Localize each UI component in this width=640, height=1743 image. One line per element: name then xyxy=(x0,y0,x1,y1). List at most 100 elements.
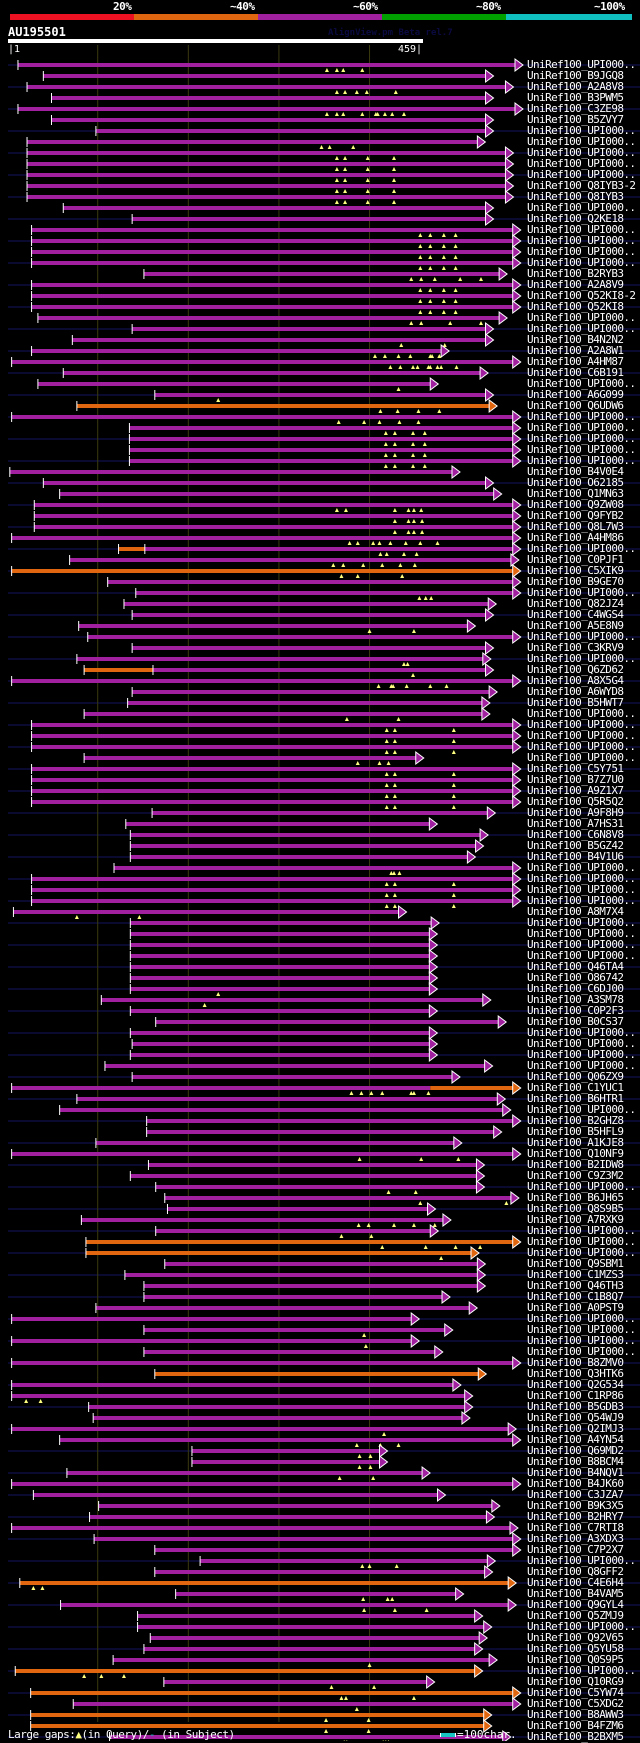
hit-label[interactable]: UniRef100_UPI000.. xyxy=(527,1334,636,1347)
hit-label[interactable]: UniRef100_UPI000.. xyxy=(527,311,636,324)
hit-label[interactable]: UniRef100_Q1MN63 xyxy=(527,487,624,500)
hit-label[interactable]: UniRef100_Q82JZ4 xyxy=(527,597,624,610)
hit-label[interactable]: UniRef100_A2A8V8 xyxy=(527,80,624,93)
hit-label[interactable]: UniRef100_C1RP86 xyxy=(527,1389,624,1402)
hit-label[interactable]: UniRef100_Q06ZX9 xyxy=(527,1070,624,1083)
hit-label[interactable]: UniRef100_A2A8W1 xyxy=(527,344,624,357)
hit-label[interactable]: UniRef100_C7P2X7 xyxy=(527,1543,624,1556)
hit-label[interactable]: UniRef100_B8ZMV0 xyxy=(527,1356,624,1369)
hit-label[interactable]: UniRef100_UPI000.. xyxy=(527,201,636,214)
hit-label[interactable]: UniRef100_Q8S9B5 xyxy=(527,1202,624,1215)
hit-label[interactable]: UniRef100_UPI000.. xyxy=(527,861,636,874)
hit-label[interactable]: UniRef100_UPI000.. xyxy=(527,1664,636,1677)
hit-label[interactable]: UniRef100_B2BXM5 xyxy=(527,1730,624,1743)
hit-label[interactable]: UniRef100_UPI000.. xyxy=(527,1048,636,1061)
hit-label[interactable]: UniRef100_C5XDG2 xyxy=(527,1697,624,1710)
hit-label[interactable]: UniRef100_UPI000.. xyxy=(527,421,636,434)
hit-label[interactable]: UniRef100_UPI000.. xyxy=(527,1059,636,1072)
hit-label[interactable]: UniRef100_UPI000.. xyxy=(527,652,636,665)
hit-label[interactable]: UniRef100_UPI000.. xyxy=(527,454,636,467)
hit-label[interactable]: UniRef100_UPI000.. xyxy=(527,410,636,423)
hit-label[interactable]: UniRef100_B5ZVY7 xyxy=(527,113,624,126)
hit-label[interactable]: UniRef100_Q9ZW08 xyxy=(527,498,624,511)
hit-label[interactable]: UniRef100_C5Y751 xyxy=(527,762,624,775)
hit-label[interactable]: UniRef100_C3JZA7 xyxy=(527,1488,624,1501)
hit-label[interactable]: UniRef100_B4V1U6 xyxy=(527,850,624,863)
hit-label[interactable]: UniRef100_UPI000.. xyxy=(527,883,636,896)
hit-label[interactable]: UniRef100_Q9GYL4 xyxy=(527,1598,624,1611)
hit-label[interactable]: UniRef100_Q5YU58 xyxy=(527,1642,624,1655)
hit-label[interactable]: UniRef100_UPI000.. xyxy=(527,894,636,907)
hit-label[interactable]: UniRef100_Q9SBM1 xyxy=(527,1257,624,1270)
hit-label[interactable]: UniRef100_Q3HTK6 xyxy=(527,1367,624,1380)
hit-label[interactable]: UniRef100_A9Z1X7 xyxy=(527,784,624,797)
hit-label[interactable]: UniRef100_B2GHZ8 xyxy=(527,1114,624,1127)
hit-label[interactable]: UniRef100_UPI000.. xyxy=(527,234,636,247)
hit-label[interactable]: UniRef100_B7Z7U0 xyxy=(527,773,624,786)
hit-label[interactable]: UniRef100_UPI000.. xyxy=(527,58,636,71)
hit-label[interactable]: UniRef100_B4JK60 xyxy=(527,1477,624,1490)
hit-label[interactable]: UniRef100_UPI000.. xyxy=(527,443,636,456)
hit-label[interactable]: UniRef100_B4VAM5 xyxy=(527,1587,624,1600)
hit-label[interactable]: UniRef100_Q9FYB2 xyxy=(527,509,624,522)
hit-label[interactable]: UniRef100_Q10RG9 xyxy=(527,1675,624,1688)
hit-label[interactable]: UniRef100_UPI000.. xyxy=(527,432,636,445)
hit-label[interactable]: UniRef100_Q8GFF2 xyxy=(527,1565,624,1578)
hit-label[interactable]: UniRef100_UPI000.. xyxy=(527,916,636,929)
hit-label[interactable]: UniRef100_A8X5G4 xyxy=(527,674,624,687)
hit-label[interactable]: UniRef100_UPI000.. xyxy=(527,1246,636,1259)
hit-label[interactable]: UniRef100_UPI000.. xyxy=(527,927,636,940)
hit-label[interactable]: UniRef100_B2HRY7 xyxy=(527,1510,624,1523)
hit-label[interactable]: UniRef100_UPI000.. xyxy=(527,1103,636,1116)
hit-label[interactable]: UniRef100_UPI000.. xyxy=(527,135,636,148)
hit-label[interactable]: UniRef100_Q54WJ9 xyxy=(527,1411,624,1424)
hit-label[interactable]: UniRef100_B5GZ42 xyxy=(527,839,624,852)
hit-label[interactable]: UniRef100_UPI000.. xyxy=(527,938,636,951)
hit-label[interactable]: UniRef100_UPI000.. xyxy=(527,751,636,764)
hit-label[interactable]: UniRef100_A4HM87 xyxy=(527,355,624,368)
hit-label[interactable]: UniRef100_C5XIK9 xyxy=(527,564,624,577)
hit-label[interactable]: UniRef100_UPI000.. xyxy=(527,1180,636,1193)
hit-label[interactable]: UniRef100_A6WYD8 xyxy=(527,685,624,698)
hit-label[interactable]: UniRef100_C5YW74 xyxy=(527,1686,624,1699)
hit-label[interactable]: UniRef100_Q2KE18 xyxy=(527,212,624,225)
hit-label[interactable]: UniRef100_B5HWT7 xyxy=(527,696,624,709)
hit-label[interactable]: UniRef100_B6JH65 xyxy=(527,1191,624,1204)
hit-label[interactable]: UniRef100_Q46TA4 xyxy=(527,960,624,973)
hit-label[interactable]: UniRef100_A2A8V9 xyxy=(527,278,624,291)
hit-label[interactable]: UniRef100_A5E8N9 xyxy=(527,619,624,632)
hit-label[interactable]: UniRef100_UPI000.. xyxy=(527,256,636,269)
hit-label[interactable]: UniRef100_UPI000.. xyxy=(527,586,636,599)
hit-label[interactable]: UniRef100_C7RTI8 xyxy=(527,1521,624,1534)
hit-label[interactable]: UniRef100_A3XDX3 xyxy=(527,1532,624,1545)
hit-label[interactable]: UniRef100_UPI000.. xyxy=(527,542,636,555)
hit-label[interactable]: UniRef100_Q5ZMJ9 xyxy=(527,1609,624,1622)
hit-label[interactable]: UniRef100_B4N2N2 xyxy=(527,333,624,346)
hit-label[interactable]: UniRef100_UPI000.. xyxy=(527,630,636,643)
hit-label[interactable]: UniRef100_UPI000.. xyxy=(527,377,636,390)
hit-label[interactable]: UniRef100_B9GE70 xyxy=(527,575,624,588)
hit-label[interactable]: UniRef100_A4HM86 xyxy=(527,531,624,544)
hit-label[interactable]: UniRef100_C1B8Q7 xyxy=(527,1290,624,1303)
hit-label[interactable]: UniRef100_B2RYB3 xyxy=(527,267,624,280)
hit-label[interactable]: UniRef100_UPI000.. xyxy=(527,718,636,731)
hit-label[interactable]: UniRef100_Q8L7W3 xyxy=(527,520,624,533)
hit-label[interactable]: UniRef100_B8BCM4 xyxy=(527,1455,624,1468)
hit-label[interactable]: UniRef100_B4NQV1 xyxy=(527,1466,624,1479)
hit-label[interactable]: UniRef100_A7RXK9 xyxy=(527,1213,624,1226)
hit-label[interactable]: UniRef100_UPI000.. xyxy=(527,223,636,236)
hit-label[interactable]: UniRef100_UPI000.. xyxy=(527,1037,636,1050)
hit-label[interactable]: UniRef100_C6DJ00 xyxy=(527,982,624,995)
hit-label[interactable]: UniRef100_C1MZS3 xyxy=(527,1268,624,1281)
hit-label[interactable]: UniRef100_UPI000.. xyxy=(527,1026,636,1039)
hit-label[interactable]: UniRef100_C9Z3M2 xyxy=(527,1169,624,1182)
hit-label[interactable]: UniRef100_Q2IMJ3 xyxy=(527,1422,624,1435)
hit-label[interactable]: UniRef100_Q46TH3 xyxy=(527,1279,624,1292)
hit-label[interactable]: UniRef100_UPI000.. xyxy=(527,322,636,335)
hit-label[interactable]: UniRef100_B3PWM5 xyxy=(527,91,624,104)
hit-label[interactable]: UniRef100_Q0S9P5 xyxy=(527,1653,624,1666)
hit-label[interactable]: UniRef100_UPI000.. xyxy=(527,1554,636,1567)
hit-label[interactable]: UniRef100_B4FZM6 xyxy=(527,1719,624,1732)
hit-label[interactable]: UniRef100_A7HS31 xyxy=(527,817,624,830)
hit-label[interactable]: UniRef100_A8M7X4 xyxy=(527,905,624,918)
